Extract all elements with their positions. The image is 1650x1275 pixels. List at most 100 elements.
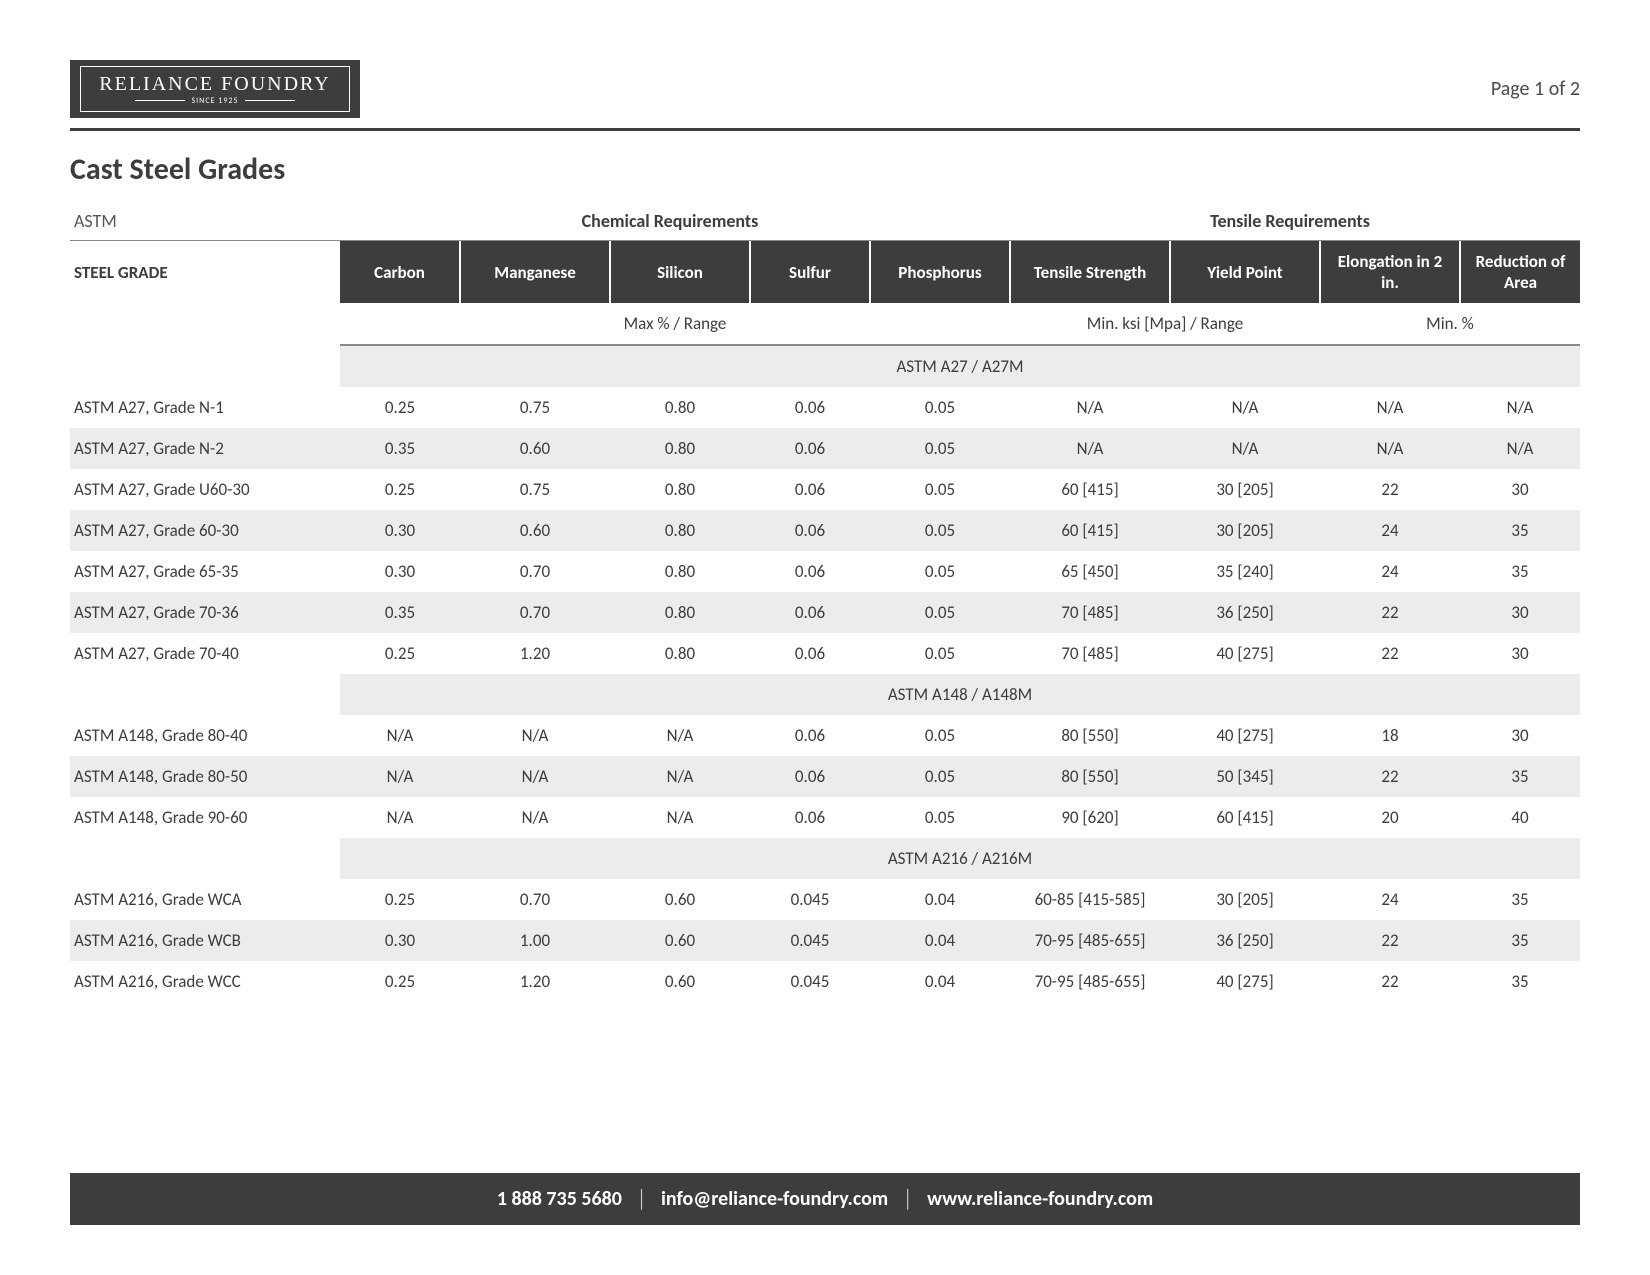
sulfur-cell: 0.06 (750, 592, 870, 633)
tensile-cell: 65 [450] (1010, 551, 1170, 592)
elong-cell: 22 (1320, 633, 1460, 674)
sub-blank (70, 303, 340, 345)
silicon-cell: 0.80 (610, 428, 750, 469)
section-heading: ASTM A148 / A148M (340, 674, 1580, 715)
tensile-cell: N/A (1010, 387, 1170, 428)
elong-cell: 24 (1320, 879, 1460, 920)
super-header: ASTM Chemical Requirements Tensile Requi… (70, 210, 1580, 240)
sulfur-cell: 0.06 (750, 797, 870, 838)
phosphorus-cell: 0.05 (870, 551, 1010, 592)
tensile-cell: 70 [485] (1010, 592, 1170, 633)
carbon-cell: 0.30 (340, 551, 460, 592)
sulfur-cell: 0.045 (750, 920, 870, 961)
carbon-cell: 0.35 (340, 428, 460, 469)
logo-since: SINCE 1925 (135, 96, 294, 106)
sulfur-cell: 0.06 (750, 756, 870, 797)
grade-cell: ASTM A216, Grade WCB (70, 920, 340, 961)
silicon-cell: 0.80 (610, 510, 750, 551)
phosphorus-cell: 0.05 (870, 756, 1010, 797)
manganese-cell: 1.20 (460, 633, 610, 674)
yield-cell: 40 [275] (1170, 961, 1320, 1002)
phosphorus-cell: 0.05 (870, 387, 1010, 428)
manganese-cell: 1.20 (460, 961, 610, 1002)
phosphorus-cell: 0.05 (870, 715, 1010, 756)
super-chem: Chemical Requirements (340, 210, 1000, 232)
reduc-cell: 30 (1460, 592, 1580, 633)
phosphorus-cell: 0.05 (870, 797, 1010, 838)
manganese-cell: 0.75 (460, 469, 610, 510)
col-silicon: Silicon (610, 241, 750, 303)
tensile-cell: 60 [415] (1010, 469, 1170, 510)
phosphorus-cell: 0.05 (870, 428, 1010, 469)
yield-cell: 30 [205] (1170, 510, 1320, 551)
section-heading-row: ASTM A216 / A216M (70, 838, 1580, 879)
grade-cell: ASTM A27, Grade 70-40 (70, 633, 340, 674)
reduc-cell: N/A (1460, 428, 1580, 469)
reduc-cell: 30 (1460, 633, 1580, 674)
sulfur-cell: 0.06 (750, 469, 870, 510)
header-row: STEEL GRADE Carbon Manganese Silicon Sul… (70, 241, 1580, 303)
footer-sep-1: │ (636, 1187, 646, 1211)
grade-cell: ASTM A148, Grade 90-60 (70, 797, 340, 838)
page-title: Cast Steel Grades (70, 151, 1580, 188)
reduc-cell: 30 (1460, 469, 1580, 510)
yield-cell: N/A (1170, 428, 1320, 469)
section-heading: ASTM A216 / A216M (340, 838, 1580, 879)
elong-cell: 24 (1320, 551, 1460, 592)
table-row: ASTM A148, Grade 80-40N/AN/AN/A0.060.058… (70, 715, 1580, 756)
sulfur-cell: 0.045 (750, 961, 870, 1002)
col-yield: Yield Point (1170, 241, 1320, 303)
sub-minksi: Min. ksi [Mpa] / Range (1010, 303, 1320, 345)
yield-cell: 30 [205] (1170, 469, 1320, 510)
sulfur-cell: 0.06 (750, 551, 870, 592)
col-phosphorus: Phosphorus (870, 241, 1010, 303)
reduc-cell: N/A (1460, 387, 1580, 428)
tensile-cell: 60-85 [415-585] (1010, 879, 1170, 920)
header-rule (70, 128, 1580, 131)
manganese-cell: N/A (460, 715, 610, 756)
sulfur-cell: 0.06 (750, 387, 870, 428)
elong-cell: 22 (1320, 920, 1460, 961)
table-body: ASTM A27 / A27MASTM A27, Grade N-10.250.… (70, 345, 1580, 1002)
yield-cell: 36 [250] (1170, 920, 1320, 961)
sulfur-cell: 0.045 (750, 879, 870, 920)
phosphorus-cell: 0.05 (870, 633, 1010, 674)
section-heading: ASTM A27 / A27M (340, 345, 1580, 387)
reduc-cell: 35 (1460, 961, 1580, 1002)
reduc-cell: 35 (1460, 756, 1580, 797)
section-blank (70, 838, 340, 879)
elong-cell: 18 (1320, 715, 1460, 756)
footer-email: info@reliance-foundry.com (661, 1187, 888, 1211)
silicon-cell: 0.80 (610, 551, 750, 592)
grade-cell: ASTM A27, Grade N-2 (70, 428, 340, 469)
grade-cell: ASTM A216, Grade WCC (70, 961, 340, 1002)
manganese-cell: 0.70 (460, 551, 610, 592)
carbon-cell: 0.35 (340, 592, 460, 633)
phosphorus-cell: 0.04 (870, 961, 1010, 1002)
reduc-cell: 35 (1460, 510, 1580, 551)
footer-phone: 1 888 735 5680 (497, 1187, 622, 1211)
carbon-cell: 0.30 (340, 920, 460, 961)
silicon-cell: 0.80 (610, 469, 750, 510)
reduc-cell: 35 (1460, 551, 1580, 592)
manganese-cell: 0.60 (460, 510, 610, 551)
carbon-cell: 0.30 (340, 510, 460, 551)
table-row: ASTM A216, Grade WCB0.301.000.600.0450.0… (70, 920, 1580, 961)
table-row: ASTM A216, Grade WCC0.251.200.600.0450.0… (70, 961, 1580, 1002)
col-grade: STEEL GRADE (70, 241, 340, 303)
elong-cell: 22 (1320, 469, 1460, 510)
carbon-cell: N/A (340, 756, 460, 797)
section-heading-row: ASTM A27 / A27M (70, 345, 1580, 387)
carbon-cell: 0.25 (340, 961, 460, 1002)
manganese-cell: 0.70 (460, 592, 610, 633)
yield-cell: 40 [275] (1170, 715, 1320, 756)
super-astm: ASTM (70, 210, 340, 232)
elong-cell: 22 (1320, 756, 1460, 797)
col-elong: Elongation in 2 in. (1320, 241, 1460, 303)
carbon-cell: N/A (340, 797, 460, 838)
phosphorus-cell: 0.04 (870, 879, 1010, 920)
manganese-cell: 0.60 (460, 428, 610, 469)
table-row: ASTM A27, Grade 70-360.350.700.800.060.0… (70, 592, 1580, 633)
table-row: ASTM A27, Grade N-10.250.750.800.060.05N… (70, 387, 1580, 428)
silicon-cell: N/A (610, 715, 750, 756)
